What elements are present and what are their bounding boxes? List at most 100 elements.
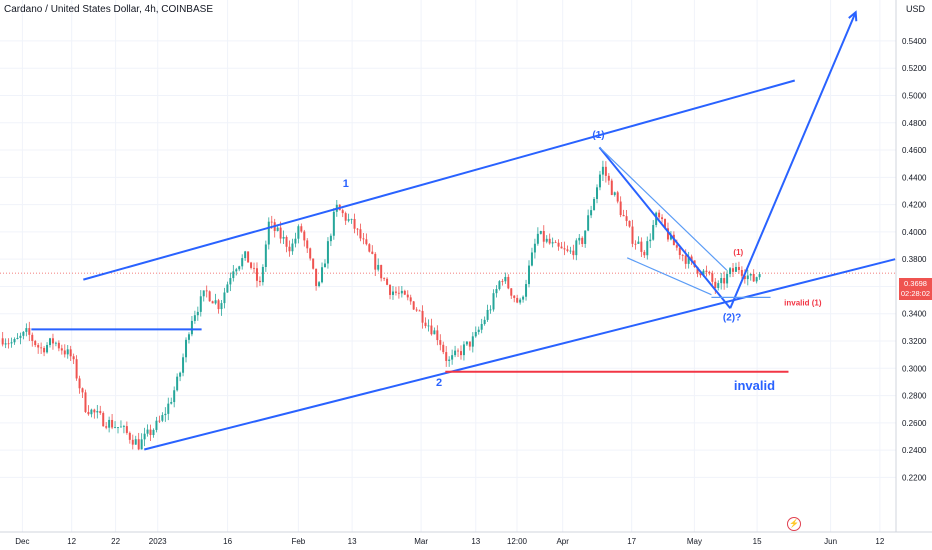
chart-title: Cardano / United States Dollar, 4h, COIN… — [4, 4, 213, 15]
candle-body — [377, 264, 380, 270]
candle-body — [371, 251, 374, 254]
candle-body — [714, 281, 717, 289]
candle-body — [554, 242, 557, 244]
x-tick-label: Apr — [556, 537, 569, 546]
candle-body — [199, 296, 202, 312]
candle-body — [40, 347, 43, 349]
candle-body — [43, 348, 46, 353]
candle-body — [581, 237, 584, 244]
candle-body — [356, 228, 359, 230]
candle-body — [332, 211, 335, 236]
candle-body — [696, 266, 699, 274]
x-tick-label: 16 — [223, 537, 232, 546]
candle-body — [34, 340, 37, 346]
candle-body — [235, 269, 238, 272]
candle-body — [669, 234, 672, 240]
x-tick-label: Jun — [824, 537, 837, 546]
annotation-label: 2 — [436, 377, 442, 389]
candle-body — [539, 231, 542, 234]
candle-body — [164, 413, 167, 416]
candle-body — [155, 420, 158, 430]
annotation-label: 1 — [343, 178, 349, 190]
y-tick-label: 0.5000 — [902, 91, 927, 100]
annotation-label: invalid (1) — [784, 299, 822, 308]
candle-body — [16, 337, 19, 339]
candle-body — [465, 341, 468, 345]
candle-body — [10, 342, 13, 344]
candle-body — [557, 242, 560, 247]
candle-body — [167, 403, 170, 414]
candle-body — [474, 331, 477, 337]
y-tick-label: 0.4800 — [902, 119, 927, 128]
y-tick-label: 0.3400 — [902, 310, 927, 319]
y-tick-label: 0.3000 — [902, 364, 927, 373]
candle-body — [513, 295, 516, 298]
candle-body — [628, 220, 631, 227]
candle-body — [318, 282, 321, 286]
candle-body — [433, 330, 436, 335]
candle-body — [522, 296, 525, 300]
candle-body — [720, 278, 723, 284]
candle-body — [510, 288, 513, 296]
candle-body — [264, 244, 267, 267]
candle-body — [276, 227, 279, 231]
y-tick-label: 0.4600 — [902, 146, 927, 155]
x-tick-label: May — [687, 537, 702, 546]
candle-body — [350, 218, 353, 220]
candle-body — [341, 210, 344, 214]
candle-body — [93, 409, 96, 413]
candle-body — [223, 292, 226, 304]
candle-body — [131, 439, 134, 445]
y-tick-label: 0.2800 — [902, 392, 927, 401]
candle-body — [261, 266, 264, 283]
candle-body — [140, 439, 143, 450]
candle-body — [749, 273, 752, 276]
candle-body — [300, 226, 303, 232]
candle-body — [255, 268, 258, 281]
candle-body — [238, 266, 241, 270]
candle-body — [179, 372, 182, 377]
lightning-icon[interactable]: ⚡ — [787, 517, 801, 531]
candle-body — [111, 419, 114, 428]
candle-body — [205, 290, 208, 292]
candle-body — [601, 166, 604, 175]
candle-body — [374, 253, 377, 270]
candle-body — [495, 289, 498, 294]
candle-body — [4, 343, 7, 345]
y-tick-label: 0.3800 — [902, 255, 927, 264]
candle-body — [288, 246, 291, 252]
x-tick-label: 15 — [753, 537, 762, 546]
candle-body — [72, 356, 75, 360]
candle-body — [297, 226, 300, 239]
candle-body — [459, 351, 462, 356]
x-tick-label: 12 — [875, 537, 884, 546]
candle-body — [590, 210, 593, 216]
candle-body — [551, 242, 554, 244]
candle-body — [137, 439, 140, 450]
wedge-lower-line — [626, 257, 712, 296]
candle-body — [448, 359, 451, 361]
current-price-badge: 0.3698 02:28:02 — [899, 278, 932, 300]
x-tick-label: 2023 — [149, 537, 167, 546]
candle-body — [122, 426, 125, 427]
candle-body — [270, 221, 273, 223]
x-tick-label: 22 — [111, 537, 120, 546]
candle-body — [99, 411, 102, 414]
candle-body — [51, 338, 54, 344]
candle-body — [406, 294, 409, 298]
candle-body — [241, 258, 244, 267]
y-tick-label: 0.5400 — [902, 37, 927, 46]
candle-body — [530, 252, 533, 266]
chart-grid — [0, 0, 896, 532]
candle-body — [646, 241, 649, 256]
candle-body — [312, 258, 315, 269]
candle-body — [572, 250, 575, 256]
candle-body — [182, 357, 185, 373]
candle-body — [279, 227, 282, 239]
candle-body — [519, 299, 522, 303]
candle-body — [37, 345, 40, 348]
candle-body — [13, 338, 16, 343]
candle-body — [90, 409, 93, 415]
candle-body — [593, 198, 596, 211]
